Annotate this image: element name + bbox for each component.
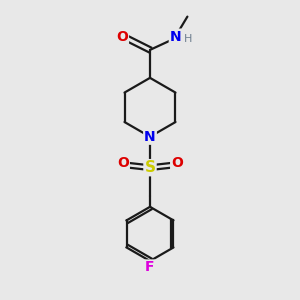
Text: N: N [144,130,156,144]
Text: S: S [145,160,155,175]
Text: O: O [117,156,129,170]
Text: O: O [171,156,183,170]
Text: F: F [145,260,155,274]
Text: O: O [116,30,128,44]
Text: N: N [170,30,182,44]
Text: H: H [184,34,193,44]
